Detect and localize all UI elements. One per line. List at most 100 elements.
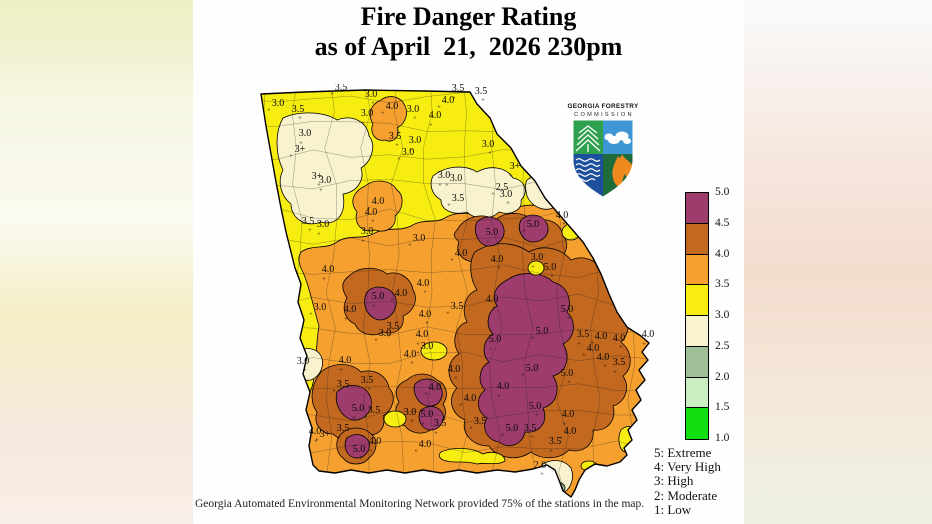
georgia-forestry-commission-logo: GEORGIA FORESTRY COMMISSION	[567, 103, 639, 198]
station-value: 4.0	[322, 264, 335, 275]
rating-legend-line: 3: High	[654, 473, 694, 489]
station-marker: +	[501, 432, 505, 439]
station-marker: +	[489, 346, 493, 353]
station-value: 3.0	[361, 108, 374, 119]
station-marker: +	[298, 115, 302, 122]
rating-legend-line: 4: Very High	[654, 459, 721, 475]
station-marker: +	[409, 147, 413, 154]
station-value: 4.0	[642, 329, 655, 340]
fire-danger-colorbar: 5.0 4.5 4.0 3.5 3.0 2.5 2.0 1.5 1.0	[685, 186, 745, 444]
station-value: 3.5	[389, 131, 402, 142]
station-marker: +	[414, 448, 418, 455]
station-marker: +	[315, 437, 319, 444]
station-marker: +	[361, 238, 365, 245]
station-value: 3.0	[413, 233, 426, 244]
station-value: 3+	[295, 144, 306, 155]
rating-legend-line: 2: Moderate	[654, 487, 718, 503]
station-marker: +	[410, 360, 414, 367]
station-value: 4.0	[369, 436, 382, 447]
station-marker: +	[372, 303, 376, 310]
station-marker: +	[497, 393, 501, 400]
colorbar-segment-green_mid	[686, 346, 708, 378]
station-marker: +	[289, 153, 293, 160]
station-value: 4.0	[429, 382, 442, 393]
station-marker: +	[488, 150, 492, 157]
station-value: 3.5	[475, 86, 488, 97]
station-value: 4.0	[613, 333, 626, 344]
station-marker: +	[603, 363, 607, 370]
station-marker: +	[535, 412, 539, 419]
station-marker: +	[369, 448, 373, 455]
station-marker: +	[613, 369, 617, 376]
colorbar-segments	[685, 192, 709, 440]
station-value: 3.5	[452, 193, 465, 204]
station-value: 3.5	[451, 301, 464, 312]
station-marker: +	[387, 333, 391, 340]
station-marker: +	[522, 228, 526, 235]
region-purple-pair-left	[474, 216, 505, 247]
colorbar-tick: 5.0	[715, 186, 730, 198]
station-marker: +	[374, 337, 378, 344]
station-marker: +	[395, 142, 399, 149]
station-marker: +	[267, 107, 271, 114]
station-marker: +	[454, 375, 458, 382]
station-marker: +	[434, 430, 438, 437]
station-marker: +	[363, 414, 367, 421]
station-value: 5.0	[506, 423, 519, 434]
station-marker: +	[452, 95, 456, 102]
station-value: 3.5	[361, 375, 374, 386]
station-value: 3.5	[387, 321, 400, 332]
station-marker: +	[530, 434, 534, 441]
station-marker: +	[314, 438, 318, 445]
station-value: 4.0	[309, 426, 322, 437]
station-marker: +	[590, 340, 594, 347]
rating-legend: 5: Extreme 4: Very High 3: High 2: Moderate…	[654, 445, 721, 517]
station-value: 4.0	[556, 210, 569, 221]
station-marker: +	[550, 273, 554, 280]
station-value: 3.5	[434, 418, 447, 429]
station-value: 4.0	[486, 294, 499, 305]
station-marker: +	[367, 386, 371, 393]
station-value: 3.5	[549, 436, 562, 447]
station-marker: +	[492, 305, 496, 312]
station-value: 5.0	[527, 219, 540, 230]
station-value: 4.0	[395, 288, 408, 299]
station-marker: +	[332, 388, 336, 395]
station-marker: +	[445, 182, 449, 189]
county-line	[391, 90, 404, 497]
station-marker: +	[371, 100, 375, 107]
station-marker: +	[381, 110, 385, 117]
logo-text-line1: GEORGIA FORESTRY	[567, 103, 639, 110]
station-value: 5.0	[353, 444, 366, 455]
station-value: 4.0	[491, 254, 504, 265]
station-marker: +	[642, 341, 646, 348]
region-purple-south-center-2	[418, 406, 444, 431]
station-value: 3.0	[379, 328, 392, 339]
station-marker: +	[567, 315, 571, 322]
region-purple-center-west	[364, 286, 397, 321]
station-value: 3.0	[531, 252, 544, 263]
station-value: 3.5	[368, 405, 381, 416]
station-marker: +	[437, 104, 441, 111]
station-marker: +	[317, 182, 321, 189]
station-marker: +	[371, 218, 375, 225]
station-value: 3.0	[500, 189, 513, 200]
station-value: 4.0	[564, 426, 577, 437]
colorbar-tick: 3.0	[715, 309, 730, 321]
colorbar-segment-yellow	[686, 285, 708, 316]
county-line	[423, 90, 436, 497]
station-value: 3.0	[319, 175, 332, 186]
station-value: 4.0	[587, 343, 600, 354]
cloud-icon	[604, 131, 631, 144]
station-value: 4.0	[416, 329, 429, 340]
station-value: 3+	[312, 171, 323, 182]
station-marker: +	[337, 435, 341, 442]
station-value: 5.0	[526, 363, 539, 374]
station-value: 3+	[320, 429, 331, 440]
regions-purple	[335, 102, 574, 459]
station-value: 3.5	[577, 329, 590, 340]
station-marker: +	[447, 202, 451, 209]
station-value: 4.0	[419, 309, 432, 320]
title-line2: as of April 21, 2026 230pm	[314, 32, 623, 61]
station-marker: +	[429, 122, 433, 129]
